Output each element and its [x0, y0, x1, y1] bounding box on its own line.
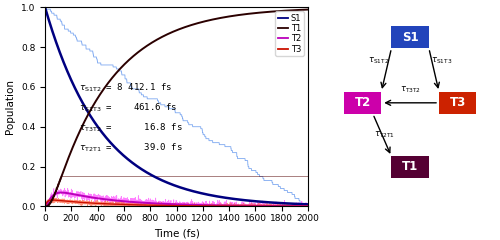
Text: $\tau_{\rm T2T1}$: $\tau_{\rm T2T1}$: [374, 130, 395, 140]
Text: $\tau_{\rm T3T2}$: $\tau_{\rm T3T2}$: [400, 85, 420, 95]
Text: T3: T3: [450, 96, 466, 109]
Text: $\tau_{\rm S1T2}$ = 8 412.1 fs: $\tau_{\rm S1T2}$ = 8 412.1 fs: [79, 82, 172, 94]
Text: S1: S1: [402, 30, 418, 44]
FancyBboxPatch shape: [392, 156, 429, 178]
FancyBboxPatch shape: [439, 92, 476, 114]
Text: $\tau_{\rm T2T1}$ =      39.0 fs: $\tau_{\rm T2T1}$ = 39.0 fs: [79, 142, 183, 154]
Text: T1: T1: [402, 160, 418, 173]
Text: $\tau_{\rm S1T2}$: $\tau_{\rm S1T2}$: [368, 56, 390, 66]
FancyBboxPatch shape: [344, 92, 382, 114]
Text: T2: T2: [354, 96, 371, 109]
Text: $\tau_{\rm S1T3}$: $\tau_{\rm S1T3}$: [431, 56, 452, 66]
Text: $\tau_{\rm S1T3}$ =    461.6 fs: $\tau_{\rm S1T3}$ = 461.6 fs: [79, 102, 178, 114]
FancyBboxPatch shape: [392, 26, 429, 48]
Legend: S1, T1, T2, T3: S1, T1, T2, T3: [275, 11, 304, 56]
X-axis label: Time (fs): Time (fs): [154, 228, 200, 239]
Text: $\tau_{\rm T3T2}$ =      16.8 fs: $\tau_{\rm T3T2}$ = 16.8 fs: [79, 122, 183, 134]
Y-axis label: Population: Population: [6, 79, 16, 134]
